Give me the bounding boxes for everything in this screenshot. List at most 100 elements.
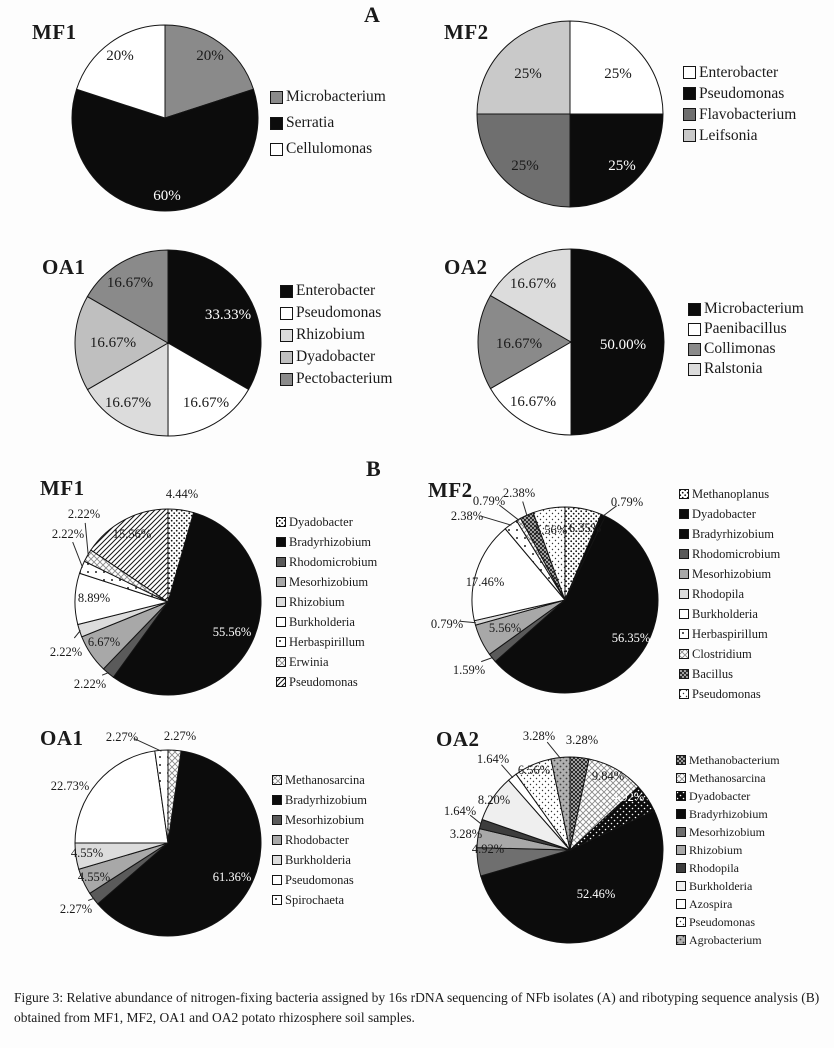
legend-label: Ralstonia	[704, 360, 763, 377]
slice-percent-label: 22.73%	[51, 779, 90, 793]
legend-item-cellulomonas: Cellulomonas	[270, 136, 386, 162]
chart-title-b-oa1: OA1	[40, 726, 84, 750]
chart-title-b-mf1: MF1	[40, 476, 85, 500]
legend-swatch-icon	[679, 609, 689, 619]
legend-swatch-icon	[679, 489, 689, 499]
legend-label: Azospira	[689, 896, 733, 911]
legend-item-rhodopila: Rhodopila	[676, 859, 780, 877]
legend-label: Clostridium	[692, 646, 752, 661]
pie-slice-spirochaeta	[154, 749, 169, 844]
legend-swatch-icon	[683, 108, 696, 121]
pie-slice-bradyrhizobium	[494, 515, 659, 694]
legend-label: Herbaspirillum	[289, 634, 365, 649]
legend-label: Bacillus	[692, 666, 733, 681]
slice-percent-label: 6.56%	[518, 763, 550, 777]
legend-swatch-icon	[276, 537, 286, 547]
pie-slice-paenibacillus	[489, 341, 572, 436]
legend-item-pseudomonas: Pseudomonas	[676, 913, 780, 931]
legend-label: Serratia	[286, 114, 335, 131]
legend-swatch-icon	[280, 284, 293, 298]
legend-item-burkholderia: Burkholderia	[679, 604, 780, 624]
slice-percent-label: 20%	[106, 48, 134, 64]
slice-percent-label: 33.33%	[205, 307, 251, 323]
legend-swatch-icon	[276, 637, 286, 647]
slice-percent-label: 1.59%	[453, 663, 485, 677]
legend-item-rhizobium: Rhizobium	[676, 841, 780, 859]
legend-item-burkholderia: Burkholderia	[276, 612, 377, 632]
legend-item-enterobacter: Enterobacter	[683, 62, 796, 83]
legend-swatch-icon	[276, 517, 286, 527]
legend-label: Bradyrhizobium	[689, 806, 768, 821]
legend-swatch-icon	[676, 827, 686, 837]
legend-a-oa1: Enterobacter Pseudomonas Rhizobium Dyadobac…	[280, 280, 392, 390]
slice-percent-label: 2.22%	[50, 645, 82, 659]
section-b-label: B	[366, 456, 381, 481]
legend-swatch-icon	[276, 677, 286, 687]
pie-slice-microbacterium	[570, 248, 665, 436]
slice-percent-label: 52.46%	[577, 887, 616, 901]
pie-chart-b-oa1: 2.27% 61.36% 2.27% 4.55% 4.55% 22.73% 2.27%	[51, 729, 262, 937]
legend-label: Pseudomonas	[285, 872, 354, 887]
legend-swatch-icon	[679, 649, 689, 659]
slice-percent-label: 3.28%	[523, 729, 555, 743]
legend-swatch-icon	[280, 372, 293, 386]
label-leader-line	[73, 630, 81, 639]
slice-percent-label: 3.28%	[566, 733, 598, 747]
legend-a-mf1: Microbacterium Serratia Cellulomonas	[270, 84, 386, 162]
legend-label: Rhizobium	[296, 326, 365, 343]
pie-slice-bradyrhizobium	[112, 511, 262, 696]
legend-swatch-icon	[272, 895, 282, 905]
legend-label: Leifsonia	[699, 126, 758, 144]
legend-label: Rhizobium	[289, 594, 345, 609]
slice-percent-label: 0.79%	[473, 494, 505, 508]
slice-percent-label: 1.64%	[444, 804, 476, 818]
pie-chart-a-oa1: 33.33% 16.67% 16.67% 16.67% 16.67%	[74, 249, 262, 437]
pie-slice-collimonas	[477, 294, 572, 390]
legend-label: Dyadobacter	[692, 506, 756, 521]
legend-item-pseudomonas: Pseudomonas	[276, 672, 377, 692]
legend-item-pseudomonas: Pseudomonas	[280, 302, 392, 324]
legend-item-mesorhizobium: Mesorhizobium	[679, 564, 780, 584]
legend-label: Rhodopila	[689, 860, 739, 875]
pie-slice-ralstonia	[489, 248, 572, 343]
legend-item-rhodomicrobium: Rhodomicrobium	[276, 552, 377, 572]
chart-title-b-mf2: MF2	[428, 478, 473, 502]
pie-slice-pseudomonas	[569, 113, 664, 208]
legend-swatch-icon	[272, 815, 282, 825]
slice-percent-label: 16.67%	[496, 336, 542, 352]
legend-label: Methanosarcina	[285, 772, 365, 787]
pie-chart-a-mf2: 25% 25% 25% 25%	[476, 20, 664, 208]
slice-percent-label: 16.67%	[510, 276, 556, 292]
pie-slice-dyadobacter	[74, 295, 169, 391]
pie-slice-leifsonia	[476, 20, 571, 115]
legend-label: Collimonas	[704, 340, 776, 357]
legend-swatch-icon	[679, 669, 689, 679]
legend-item-pseudomonas: Pseudomonas	[683, 83, 796, 104]
legend-item-dyadobacter: Dyadobacter	[676, 787, 780, 805]
legend-label: Methanobacterium	[689, 752, 780, 767]
legend-item-mesorhizobium: Mesorhizobium	[276, 572, 377, 592]
pie-chart-a-oa2: 50.00% 16.67% 16.67% 16.67%	[477, 248, 665, 436]
legend-b-oa2: Methanobacterium Methanosarcina Dyadobacte…	[676, 751, 780, 949]
label-leader-line	[72, 541, 84, 568]
legend-swatch-icon	[270, 116, 283, 130]
legend-swatch-icon	[272, 875, 282, 885]
slice-percent-label: 16.67%	[183, 395, 229, 411]
pie-slice-microbacterium	[164, 24, 255, 119]
legend-swatch-icon	[676, 773, 686, 783]
slice-percent-label: 16.67%	[105, 395, 151, 411]
slice-percent-label: 1.64%	[477, 752, 509, 766]
chart-title-a-oa2: OA2	[444, 255, 488, 279]
label-leader-line	[101, 672, 109, 676]
legend-swatch-icon	[679, 529, 689, 539]
legend-label: Enterobacter	[296, 282, 376, 299]
slice-percent-label: 5.56%	[489, 621, 521, 635]
legend-label: Burkholderia	[285, 852, 351, 867]
label-leader-line	[84, 522, 89, 557]
legend-swatch-icon	[276, 617, 286, 627]
slice-percent-label: 61.36%	[213, 870, 252, 884]
legend-swatch-icon	[676, 863, 686, 873]
legend-label: Herbaspirillum	[692, 626, 768, 641]
legend-item-pseudomonas: Pseudomonas	[679, 684, 780, 704]
pie-slice-cellulomonas	[75, 24, 166, 119]
